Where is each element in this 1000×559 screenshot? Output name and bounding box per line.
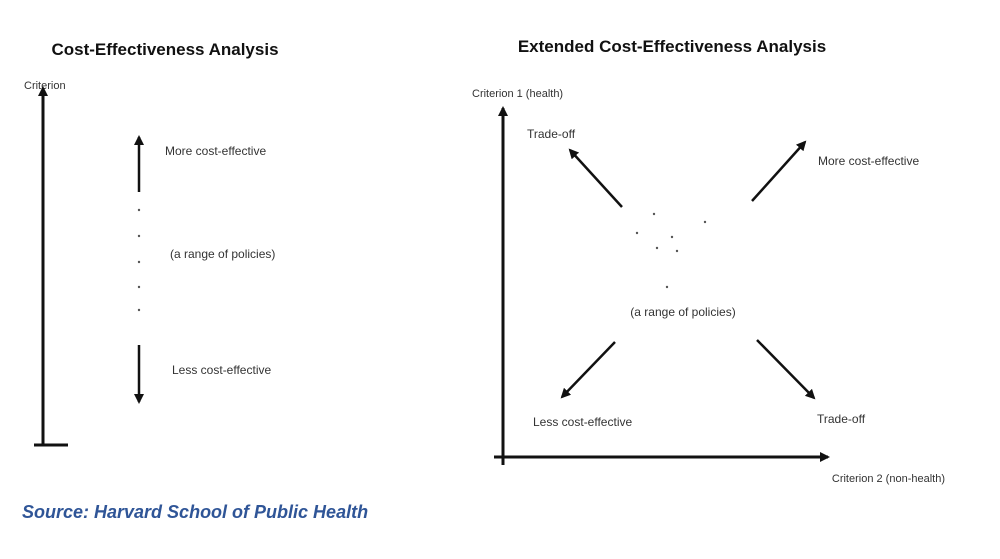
ecea-less-cost-effective-arrow [560, 341, 616, 399]
policy-dot [703, 220, 707, 224]
cea-more-cost-effective-label: More cost-effective [165, 144, 266, 158]
policy-dot [675, 249, 679, 253]
policy-dot [137, 208, 141, 212]
ecea-trade-off-arrow-top-left [568, 148, 623, 208]
source-caption: Source: Harvard School of Public Health [22, 502, 369, 522]
policy-dot [652, 212, 656, 216]
ecea-x-axis-label: Criterion 2 (non-health) [832, 473, 945, 485]
policy-dot [137, 234, 141, 238]
policy-dot [670, 235, 674, 239]
policy-dot [137, 285, 141, 289]
ecea-range-of-policies-label: (a range of policies) [630, 305, 735, 319]
ecea-less-cost-effective-label: Less cost-effective [533, 415, 632, 429]
cea-title: Cost-Effectiveness Analysis [51, 40, 278, 59]
ecea-trade-off-label-bottom-right: Trade-off [817, 412, 866, 426]
policy-dot [137, 260, 141, 264]
policy-dot [655, 246, 659, 250]
cea-less-cost-effective-label: Less cost-effective [172, 363, 271, 377]
ecea-trade-off-label-top-left: Trade-off [527, 127, 576, 141]
ecea-more-cost-effective-arrow [751, 140, 807, 202]
ecea-more-cost-effective-label: More cost-effective [818, 154, 919, 168]
ecea-y-axis-label: Criterion 1 (health) [472, 88, 563, 100]
cea-criterion-axis-label: Criterion [24, 80, 66, 92]
policy-dot [137, 308, 141, 312]
policy-dot [665, 285, 669, 289]
ecea-title: Extended Cost-Effectiveness Analysis [518, 37, 826, 56]
cea-range-of-policies-label: (a range of policies) [170, 247, 275, 261]
ecea-trade-off-arrow-bottom-right [756, 339, 816, 400]
policy-dot [635, 231, 639, 235]
